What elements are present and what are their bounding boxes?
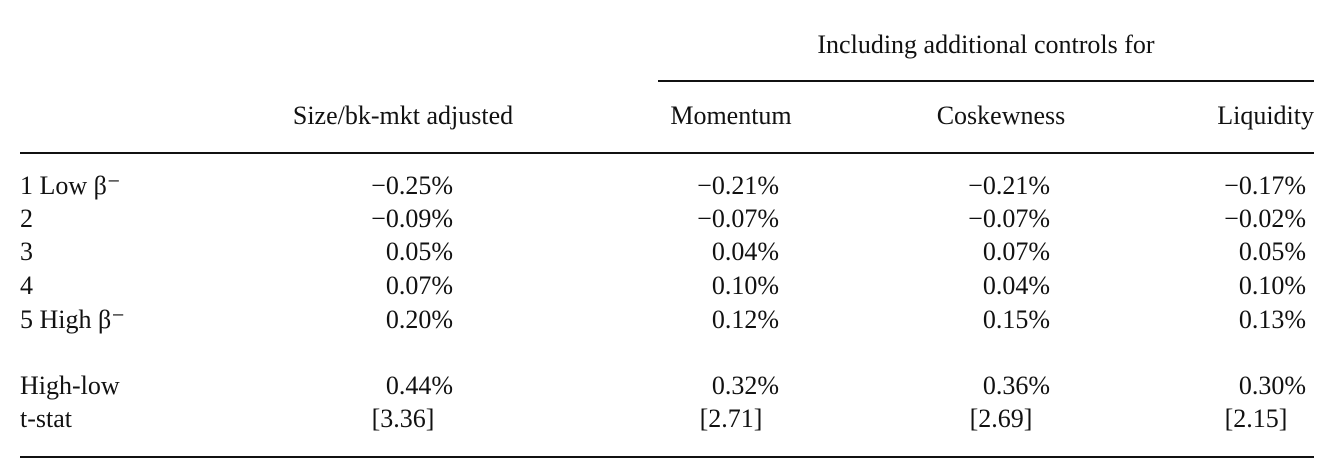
column-header: Coskewness [937,101,1066,130]
cell: 0.13% [1239,305,1306,334]
cell: [3.36] [372,404,435,433]
row-label: 4 [20,271,33,300]
cell: 0.12% [712,305,779,334]
row-label: High-low [20,371,120,400]
cell: 0.10% [1239,271,1306,300]
cell: 0.32% [712,371,779,400]
cell: 0.07% [983,237,1050,266]
row-label: 5 High β⁻ [20,305,125,334]
cell: 0.04% [712,237,779,266]
cell: [2.71] [700,404,763,433]
cell: 0.10% [712,271,779,300]
spanner-header: Including additional controls for [817,30,1155,59]
cell: −0.21% [697,171,779,200]
cell: 0.30% [1239,371,1306,400]
cell: −0.25% [371,171,453,200]
cell: 0.36% [983,371,1050,400]
column-header: Liquidity [1217,101,1314,130]
cell: 0.05% [1239,237,1306,266]
row-label: 1 Low β⁻ [20,171,121,200]
cell: −0.02% [1224,204,1306,233]
row-label: 2 [20,204,33,233]
cell: 0.04% [983,271,1050,300]
cell: 0.20% [386,305,453,334]
cell: 0.44% [386,371,453,400]
cell: −0.07% [968,204,1050,233]
cell: −0.21% [968,171,1050,200]
cell: 0.07% [386,271,453,300]
cell: [2.15] [1225,404,1288,433]
cell: −0.09% [371,204,453,233]
row-label: 3 [20,237,33,266]
column-header: Momentum [670,101,791,130]
column-header: Size/bk-mkt adjusted [293,101,513,130]
cell: −0.17% [1224,171,1306,200]
cell: 0.05% [386,237,453,266]
cell: 0.15% [983,305,1050,334]
cell: −0.07% [697,204,779,233]
row-label: t-stat [20,404,73,433]
cell: [2.69] [970,404,1033,433]
